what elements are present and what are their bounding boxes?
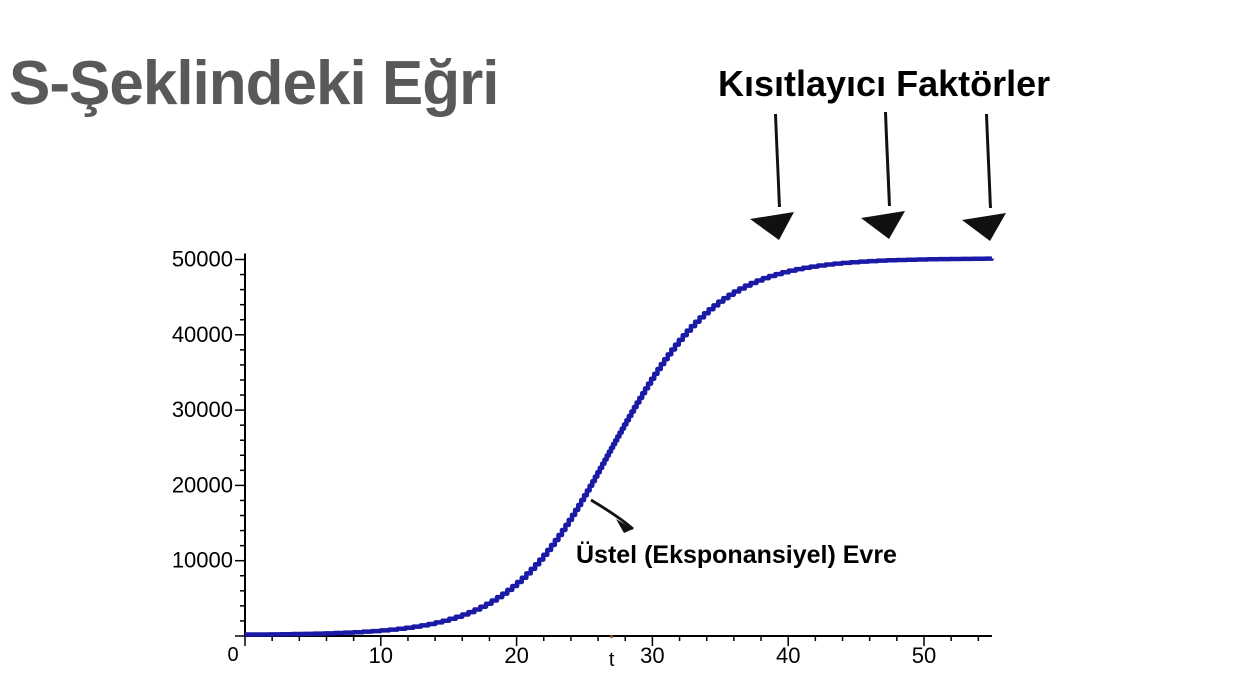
svg-text:10000: 10000 <box>172 548 233 573</box>
svg-text:40000: 40000 <box>172 322 233 347</box>
svg-text:20: 20 <box>504 643 528 668</box>
svg-text:40: 40 <box>776 643 800 668</box>
svg-text:50: 50 <box>912 643 936 668</box>
svg-text:30000: 30000 <box>172 397 233 422</box>
svg-text:t: t <box>609 649 615 671</box>
svg-text:10: 10 <box>369 643 393 668</box>
svg-text:30: 30 <box>640 643 664 668</box>
svg-text:50000: 50000 <box>172 247 233 272</box>
svg-text:20000: 20000 <box>172 472 233 497</box>
svg-text:0: 0 <box>227 644 238 666</box>
